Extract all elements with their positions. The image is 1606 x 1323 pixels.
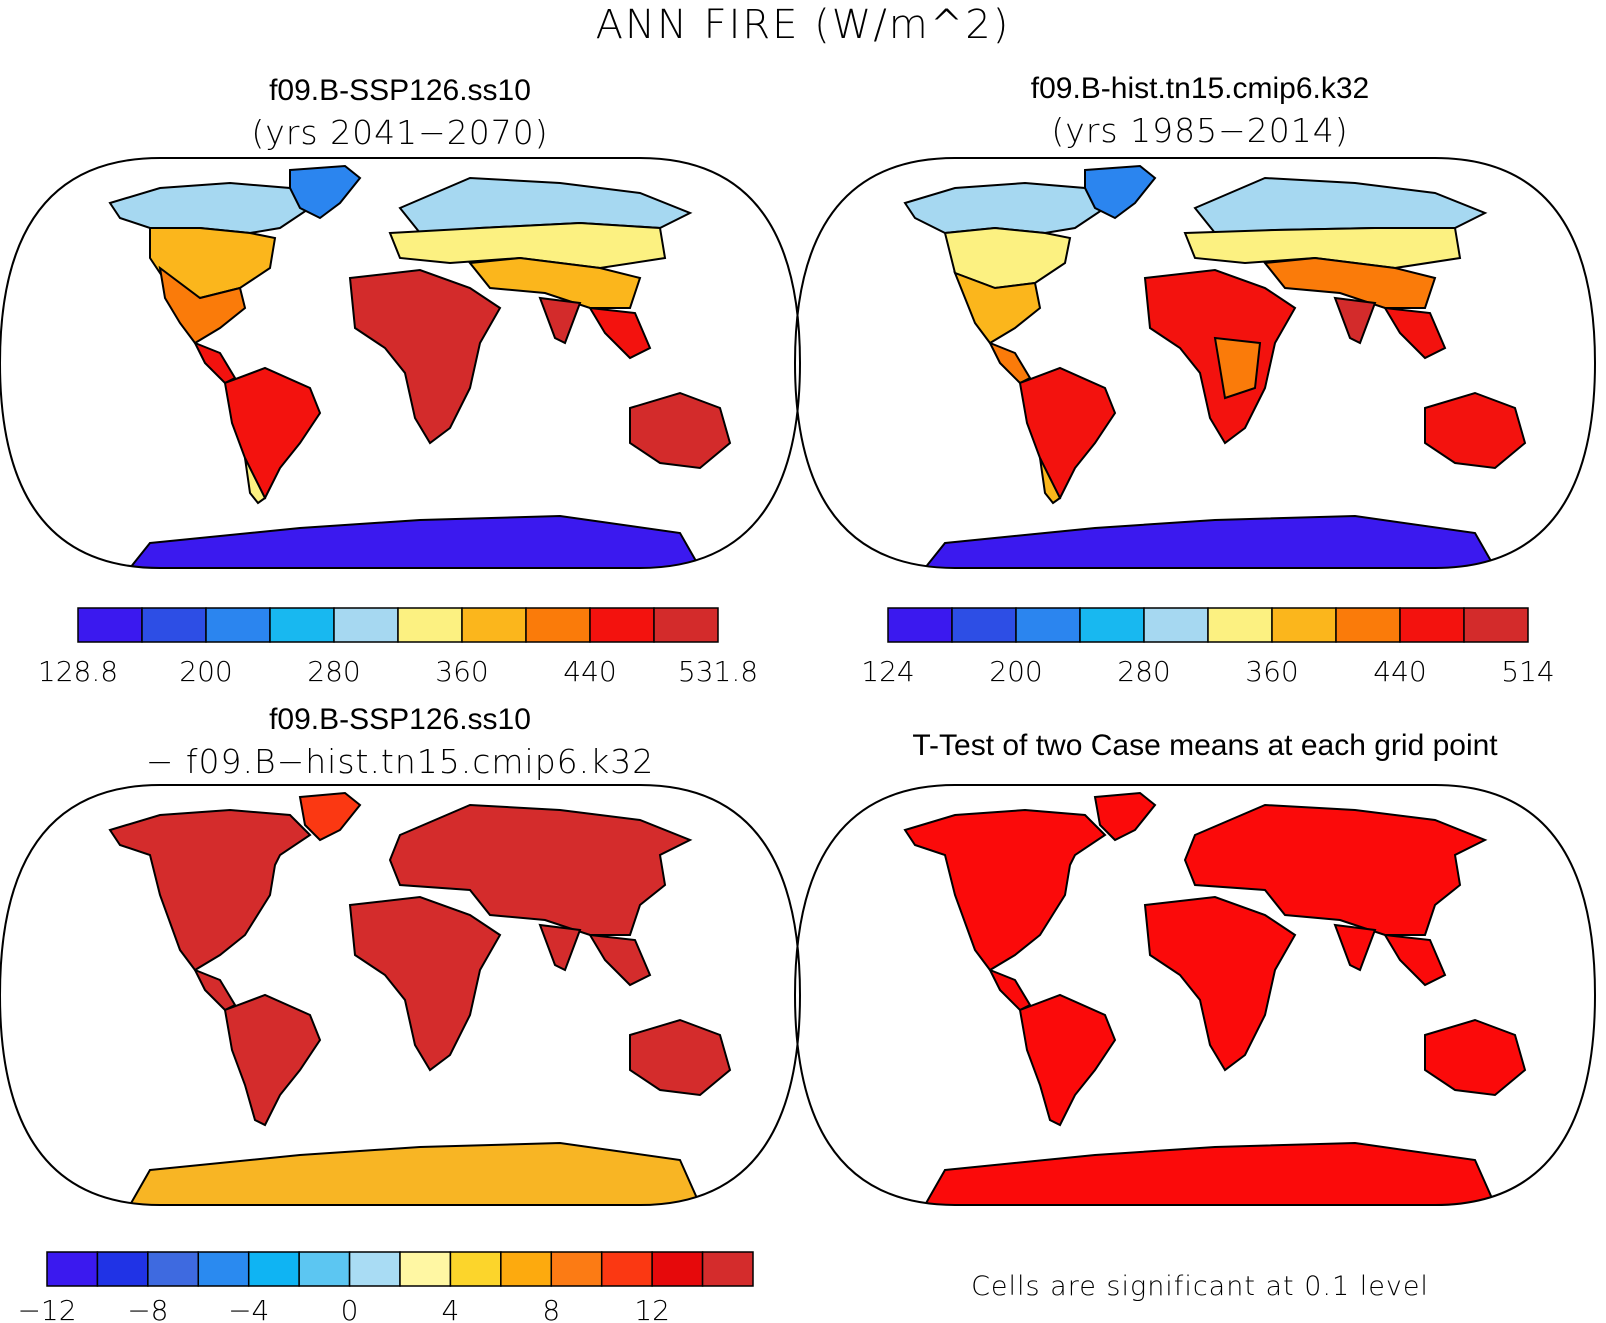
colorbar-tick-label: 4 <box>442 1294 460 1323</box>
north-america-warm <box>158 265 247 345</box>
colorbar-swatch-10 <box>550 1251 603 1287</box>
colorbar-case2: 124 200 280 360 440 514 <box>861 607 1555 688</box>
asia-south <box>468 256 642 309</box>
colorbar-swatch-3 <box>269 607 335 643</box>
australia <box>629 391 732 470</box>
figure-title: ANN FIRE (W/m^2) <box>595 2 1011 48</box>
colorbar-swatch-1 <box>951 607 1017 643</box>
panel-title-case2: f09.B-hist.tn15.cmip6.k32 <box>1030 72 1370 105</box>
map-case1 <box>0 157 802 569</box>
colorbar-tick-label: 12 <box>634 1294 670 1323</box>
eurasia-mid <box>388 221 667 270</box>
colorbar-tick-label: 514 <box>1501 655 1554 688</box>
colorbar-swatch-7 <box>399 1251 452 1287</box>
colorbar-tick-label: 280 <box>307 655 360 688</box>
colorbar-swatch-4 <box>1143 607 1209 643</box>
greenland <box>289 164 362 220</box>
colorbar-tick-label: 0 <box>341 1294 359 1323</box>
colorbar-swatch-8 <box>449 1251 502 1287</box>
india <box>538 296 582 345</box>
panel-subtitle-case1: (yrs 2041−2070) <box>251 113 549 152</box>
colorbar-tick-label: 531.8 <box>678 655 758 688</box>
colorbar-swatch-6 <box>461 607 527 643</box>
colorbar-swatch-1 <box>141 607 207 643</box>
colorbar-swatch-0 <box>46 1251 99 1287</box>
colorbar-tick-label: 8 <box>542 1294 560 1323</box>
colorbar-swatch-5 <box>1207 607 1273 643</box>
colorbar-swatch-5 <box>397 607 463 643</box>
colorbar-tick-label: −8 <box>127 1294 168 1323</box>
colorbar-swatch-2 <box>147 1251 200 1287</box>
colorbar-swatch-2 <box>205 607 271 643</box>
panel-title-ttest: T-Test of two Case means at each grid po… <box>912 729 1498 762</box>
colorbar-swatch-9 <box>653 607 719 643</box>
colorbar-tick-label: 440 <box>563 655 616 688</box>
colorbar-swatch-7 <box>525 607 591 643</box>
colorbar-swatch-8 <box>589 607 655 643</box>
panel-subtitle-diff: − f09.B−hist.tn15.cmip6.k32 <box>145 742 655 781</box>
colorbar-swatch-6 <box>348 1251 401 1287</box>
colorbar-swatch-12 <box>651 1251 704 1287</box>
colorbar-swatch-9 <box>1463 607 1529 643</box>
colorbar-swatch-4 <box>333 607 399 643</box>
colorbar-tick-label: 440 <box>1373 655 1426 688</box>
colorbar-swatch-3 <box>197 1251 250 1287</box>
colorbar-tick-label: −12 <box>17 1294 76 1323</box>
colorbar-swatch-13 <box>701 1251 754 1287</box>
colorbar-tick-label: 200 <box>179 655 232 688</box>
colorbar-swatch-1 <box>96 1251 149 1287</box>
south-america-south <box>244 457 267 505</box>
africa <box>348 268 502 445</box>
colorbar-diff: −12 −8 −4 0 4 8 12 <box>17 1251 754 1323</box>
colorbar-tick-label: 280 <box>1117 655 1170 688</box>
colorbar-swatch-6 <box>1271 607 1337 643</box>
significance-note: Cells are significant at 0.1 level <box>971 1271 1429 1302</box>
north-america-cold <box>108 181 312 235</box>
colorbar-tick-label: 360 <box>1245 655 1298 688</box>
colorbar-swatch-9 <box>500 1251 553 1287</box>
colorbar-swatch-2 <box>1015 607 1081 643</box>
colorbar-tick-label: −4 <box>228 1294 269 1323</box>
colorbar-case1: 128.8 200 280 360 440 531.8 <box>38 607 758 688</box>
colorbar-swatch-8 <box>1399 607 1465 643</box>
colorbar-tick-label: 128.8 <box>38 655 118 688</box>
colorbar-tick-label: 360 <box>435 655 488 688</box>
colorbar-swatch-3 <box>1079 607 1145 643</box>
map-ttest <box>793 784 1597 1206</box>
south-america <box>223 366 322 500</box>
se-asia <box>588 306 652 360</box>
panel-title-diff: f09.B-SSP126.ss10 <box>269 703 531 736</box>
map-case2 <box>793 157 1597 569</box>
colorbar-swatch-5 <box>298 1251 351 1287</box>
panel-title-case1: f09.B-SSP126.ss10 <box>269 74 531 107</box>
colorbar-swatch-0 <box>77 607 143 643</box>
colorbar-tick-label: 200 <box>989 655 1042 688</box>
map-diff <box>0 784 802 1206</box>
colorbar-swatch-7 <box>1335 607 1401 643</box>
colorbar-swatch-0 <box>887 607 953 643</box>
colorbar-swatch-4 <box>247 1251 300 1287</box>
colorbar-swatch-11 <box>600 1251 653 1287</box>
antarctica <box>127 514 702 568</box>
panel-subtitle-case2: (yrs 1985−2014) <box>1051 111 1349 150</box>
central-america <box>192 341 237 385</box>
colorbar-tick-label: 124 <box>861 655 914 688</box>
